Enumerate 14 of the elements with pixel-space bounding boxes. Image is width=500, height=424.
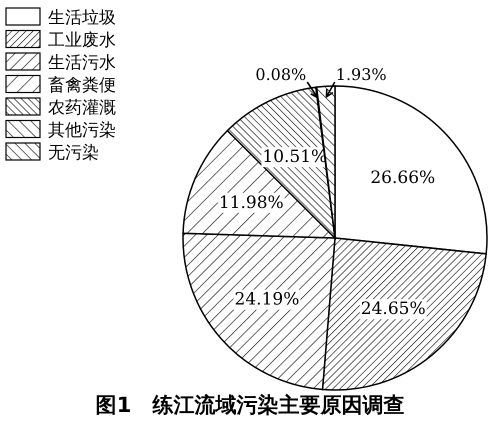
legend-label: 农药灌溉 <box>48 98 116 118</box>
legend-label: 生活污水 <box>48 53 116 73</box>
data-label: 1.93% <box>336 65 387 84</box>
legend-label: 工业废水 <box>48 30 116 50</box>
data-label: 0.08% <box>255 65 306 84</box>
data-label: 24.65% <box>360 299 426 320</box>
legend-label: 其他污染 <box>48 120 116 140</box>
text: 图1 练江流域污染主要原因调查 <box>96 393 404 417</box>
data-label: 11.98% <box>218 192 284 213</box>
legend-label: 生活垃圾 <box>48 8 116 28</box>
legend-label: 无污染 <box>48 143 99 163</box>
legend-label: 畜禽粪便 <box>48 76 116 96</box>
data-label: 26.66% <box>370 168 436 188</box>
data-label: 24.19% <box>234 290 300 310</box>
